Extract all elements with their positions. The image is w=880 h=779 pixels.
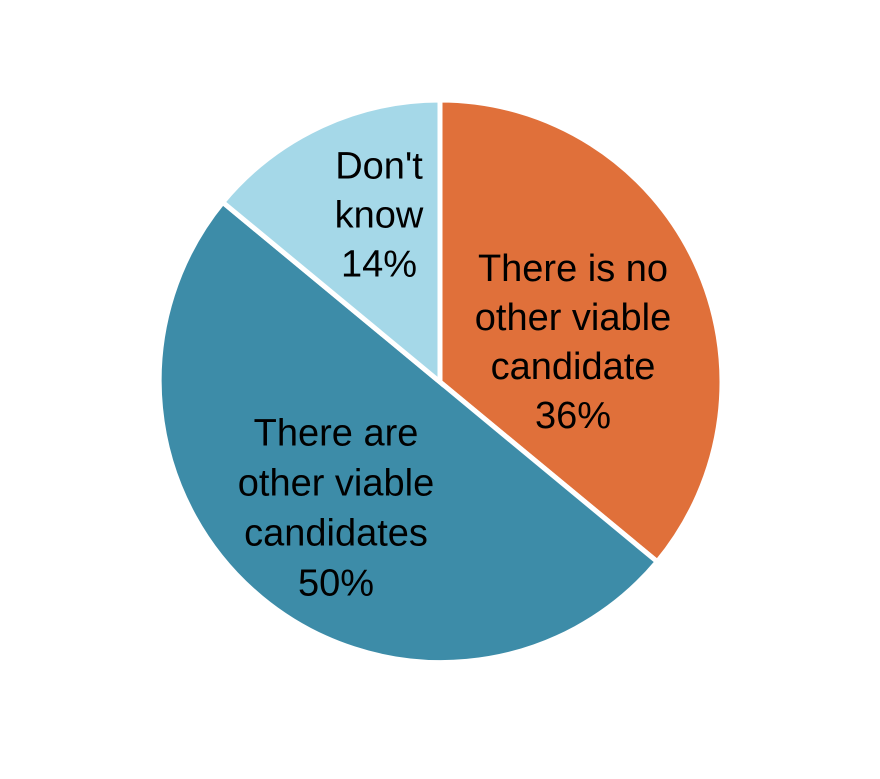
pie-slice <box>156 198 661 666</box>
pie-slice <box>219 97 443 388</box>
slice-label: There is no other viable candidate 36% <box>475 248 671 437</box>
slice-label: Don't know 14% <box>335 145 424 285</box>
slice-label: There are other viable candidates 50% <box>238 412 434 604</box>
pie-slice <box>437 97 725 566</box>
